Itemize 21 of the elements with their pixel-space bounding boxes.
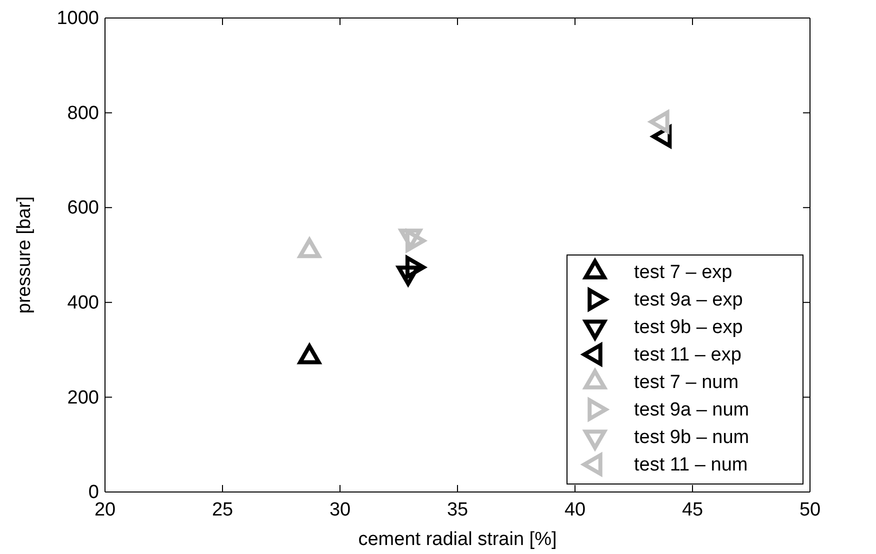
legend-label: test 11 – exp — [634, 344, 742, 366]
y-tick-label: 200 — [67, 387, 99, 408]
legend-label: test 9b – num — [634, 427, 750, 448]
y-tick-label: 400 — [67, 292, 99, 314]
x-tick-label: 30 — [329, 499, 351, 520]
x-tick-label: 40 — [564, 499, 586, 520]
y-tick-label: 800 — [67, 102, 99, 124]
legend-label: test 9b – exp — [634, 317, 743, 338]
legend-label: test 7 – exp — [634, 262, 732, 283]
x-axis-title: cement radial strain [%] — [358, 529, 557, 550]
y-tick-label: 1000 — [56, 8, 99, 30]
legend-label: test 9a – num — [634, 400, 750, 420]
legend-label: test 7 – num — [634, 372, 739, 393]
y-tick-label: 600 — [67, 198, 99, 219]
legend-label: test 9a – exp — [634, 290, 743, 310]
x-tick-label: 50 — [799, 499, 821, 520]
x-tick-label: 45 — [682, 499, 704, 520]
x-tick-label: 35 — [446, 499, 468, 520]
y-axis-title: pressure [bar] — [14, 196, 35, 314]
x-tick-label: 25 — [212, 499, 234, 520]
legend-label: test 11 – num — [634, 454, 748, 476]
